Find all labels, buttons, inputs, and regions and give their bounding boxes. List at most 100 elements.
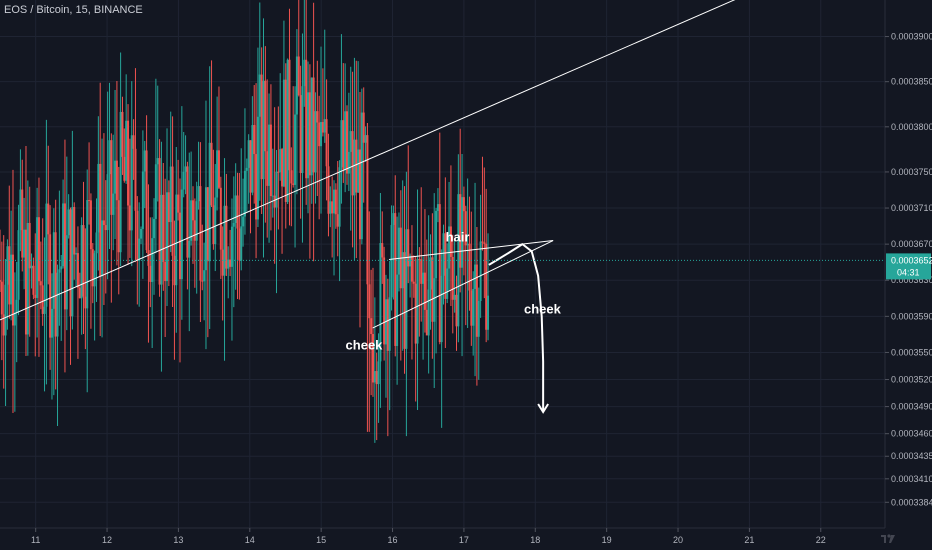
candle-body xyxy=(258,74,261,117)
candle-body xyxy=(138,238,141,261)
candle-body xyxy=(394,213,397,346)
candle-body xyxy=(390,224,393,298)
candle-body xyxy=(143,150,146,172)
wedge-upper[interactable] xyxy=(388,240,554,260)
candle-body xyxy=(245,167,248,171)
candle-body xyxy=(379,243,382,362)
candle-body xyxy=(279,149,282,173)
candle-body xyxy=(360,112,363,240)
candle-body xyxy=(10,254,13,305)
candle-body xyxy=(462,197,465,212)
candle-body xyxy=(191,200,194,221)
candle-body xyxy=(449,226,452,257)
chart-title: EOS / Bitcoin, 15, BINANCE xyxy=(4,4,143,16)
candle-body xyxy=(37,217,40,282)
candle-body xyxy=(6,246,9,285)
projection-path[interactable] xyxy=(488,243,545,413)
candle-body xyxy=(401,252,404,289)
candle-body xyxy=(416,259,419,344)
current-price-tag[interactable] xyxy=(886,253,931,280)
candle-body xyxy=(227,259,230,269)
candle-body xyxy=(422,272,425,284)
y-tick-label: 0.0003750 xyxy=(891,167,932,177)
candle-body xyxy=(171,166,174,256)
wedge-lower[interactable] xyxy=(372,240,554,329)
candle-body xyxy=(114,160,117,194)
candle-body xyxy=(448,226,451,269)
x-tick-label: 18 xyxy=(530,535,540,545)
candle-body xyxy=(474,264,477,289)
candle-body xyxy=(73,207,76,255)
candle-body xyxy=(470,290,473,326)
candle-body xyxy=(442,233,445,276)
candle-body xyxy=(117,200,120,253)
y-tick-label: 0.0003800 xyxy=(891,122,932,132)
candle-body xyxy=(212,205,215,245)
candle-body xyxy=(206,187,209,262)
candle-body xyxy=(410,255,413,282)
candle-body xyxy=(24,229,27,335)
candle-body xyxy=(41,285,44,314)
candle-body xyxy=(249,140,252,193)
candle-body xyxy=(214,197,217,245)
candle-body xyxy=(485,243,488,330)
candle-body xyxy=(175,194,178,286)
candle-body xyxy=(102,220,105,226)
candle-body xyxy=(466,243,469,246)
candle-body xyxy=(208,142,211,262)
candle-body xyxy=(110,140,113,215)
candle-body xyxy=(386,299,389,351)
candle-body xyxy=(104,225,107,231)
candle-body xyxy=(4,284,7,336)
long-trendline[interactable] xyxy=(0,0,736,321)
candle-body xyxy=(76,253,79,288)
candle-body xyxy=(418,259,421,261)
candle-body xyxy=(373,371,376,383)
candle-body xyxy=(21,189,24,258)
candle-body xyxy=(243,170,246,217)
candle-body xyxy=(210,142,213,206)
candle-body xyxy=(412,281,415,284)
candle-body xyxy=(178,212,181,280)
candle-body xyxy=(436,204,439,211)
candle-body xyxy=(351,131,354,196)
candle-body xyxy=(112,193,115,215)
candle-body xyxy=(294,114,297,185)
candle-body xyxy=(446,268,449,299)
x-tick-label: 20 xyxy=(673,535,683,545)
candle-body xyxy=(151,238,154,282)
candle-body xyxy=(281,149,284,187)
x-tick-label: 17 xyxy=(459,535,469,545)
candle-body xyxy=(357,149,360,193)
candle-body xyxy=(184,166,187,172)
candle-body xyxy=(108,140,111,175)
candle-body xyxy=(230,226,233,267)
candle-body xyxy=(403,252,406,349)
candle-body xyxy=(127,120,130,206)
candle-body xyxy=(89,200,92,250)
candle-body xyxy=(234,195,237,223)
candle-body xyxy=(429,257,432,290)
tradingview-logo-icon[interactable] xyxy=(880,532,896,544)
y-tick-label: 0.0003670 xyxy=(891,239,932,249)
y-tick-label: 0.0003435 xyxy=(891,451,932,461)
candle-body xyxy=(251,125,254,193)
candle-body xyxy=(312,77,315,173)
candle-body xyxy=(277,171,280,173)
candle-body xyxy=(299,95,302,174)
y-tick-label: 0.0003520 xyxy=(891,375,932,385)
x-tick-label: 13 xyxy=(173,535,183,545)
candle-body xyxy=(362,112,365,143)
candle-body xyxy=(62,203,65,267)
candle-body xyxy=(364,135,367,143)
candle-body xyxy=(158,158,161,285)
candle-body xyxy=(331,201,334,214)
candle-body xyxy=(132,135,135,149)
candle-body xyxy=(329,201,332,214)
y-tick-label: 0.0003550 xyxy=(891,347,932,357)
candle-body xyxy=(236,195,239,229)
candle-body xyxy=(67,209,70,236)
candle-body xyxy=(271,195,274,197)
candle-body xyxy=(216,150,219,198)
